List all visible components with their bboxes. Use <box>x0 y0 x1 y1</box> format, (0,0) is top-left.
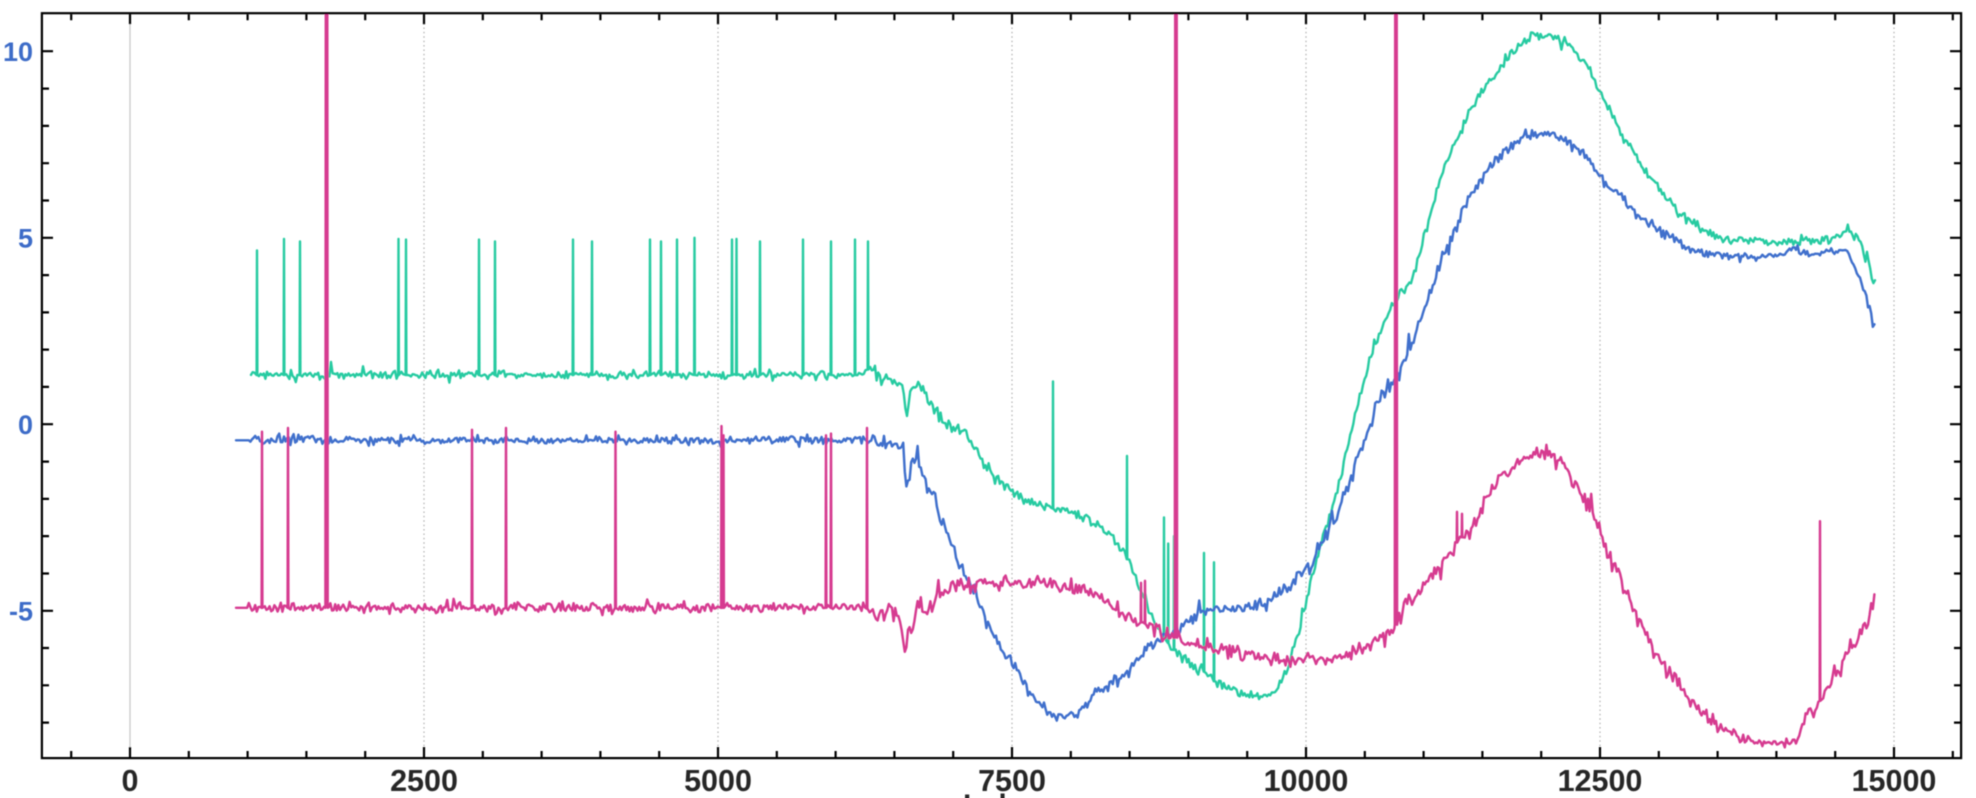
svg-text:7500: 7500 <box>978 764 1046 798</box>
svg-text:10: 10 <box>3 37 33 67</box>
svg-text:12500: 12500 <box>1558 764 1643 798</box>
svg-text:5: 5 <box>18 224 33 254</box>
svg-text:15000: 15000 <box>1852 764 1937 798</box>
svg-text:Index: Index <box>963 790 1039 798</box>
svg-text:-5: -5 <box>9 597 33 627</box>
svg-text:10000: 10000 <box>1264 764 1349 798</box>
svg-text:0: 0 <box>122 764 139 798</box>
svg-text:5000: 5000 <box>684 764 752 798</box>
svg-text:0: 0 <box>18 410 33 440</box>
svg-text:2500: 2500 <box>390 764 458 798</box>
